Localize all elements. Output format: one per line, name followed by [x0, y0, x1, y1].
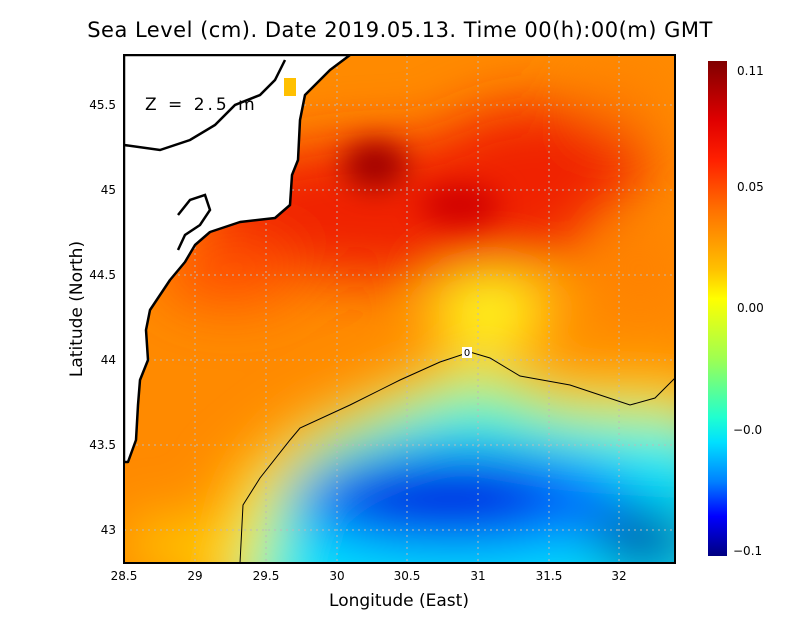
lagoon-patch — [284, 78, 296, 96]
colorbar-label: 0.00 — [737, 301, 764, 315]
x-tick: 32 — [611, 569, 626, 583]
x-tick: 29 — [187, 569, 202, 583]
sea-level-field: 0 Z = 2.5 m — [124, 55, 675, 563]
zero-contour-line — [239, 351, 675, 563]
x-tick: 30 — [329, 569, 344, 583]
y-tick: 43.5 — [89, 438, 116, 452]
plot-frame — [123, 54, 676, 564]
x-tick: 31.5 — [536, 569, 563, 583]
x-tick: 31 — [470, 569, 485, 583]
colorbar-label: 0.05 — [737, 180, 764, 194]
y-tick: 44.5 — [89, 268, 116, 282]
y-axis-label: Latitude (North) — [67, 241, 87, 377]
x-tick: 29.5 — [253, 569, 280, 583]
chart-title: Sea Level (cm). Date 2019.05.13. Time 00… — [87, 18, 713, 42]
y-tick: 44 — [101, 353, 116, 367]
coast-detail — [124, 59, 287, 152]
contour-label: 0 — [464, 348, 470, 359]
y-tick: 43 — [101, 523, 116, 537]
coast-detail — [176, 193, 212, 251]
x-tick: 30.5 — [394, 569, 421, 583]
y-tick: 45 — [101, 183, 116, 197]
colorbar — [708, 61, 727, 556]
colorbar-label: −0.1 — [733, 544, 762, 558]
x-axis-label: Longitude (East) — [329, 591, 469, 611]
colorbar-label: −0.0 — [733, 423, 762, 437]
land-mass — [124, 55, 352, 464]
x-tick: 28.5 — [111, 569, 138, 583]
y-tick: 45.5 — [89, 98, 116, 112]
colorbar-label: 0.11 — [737, 64, 764, 78]
depth-label: Z = 2.5 m — [145, 95, 258, 115]
